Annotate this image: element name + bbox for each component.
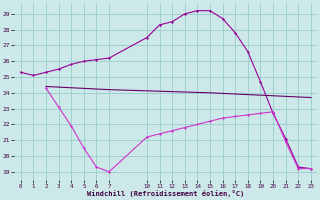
X-axis label: Windchill (Refroidissement éolien,°C): Windchill (Refroidissement éolien,°C) xyxy=(87,190,244,197)
